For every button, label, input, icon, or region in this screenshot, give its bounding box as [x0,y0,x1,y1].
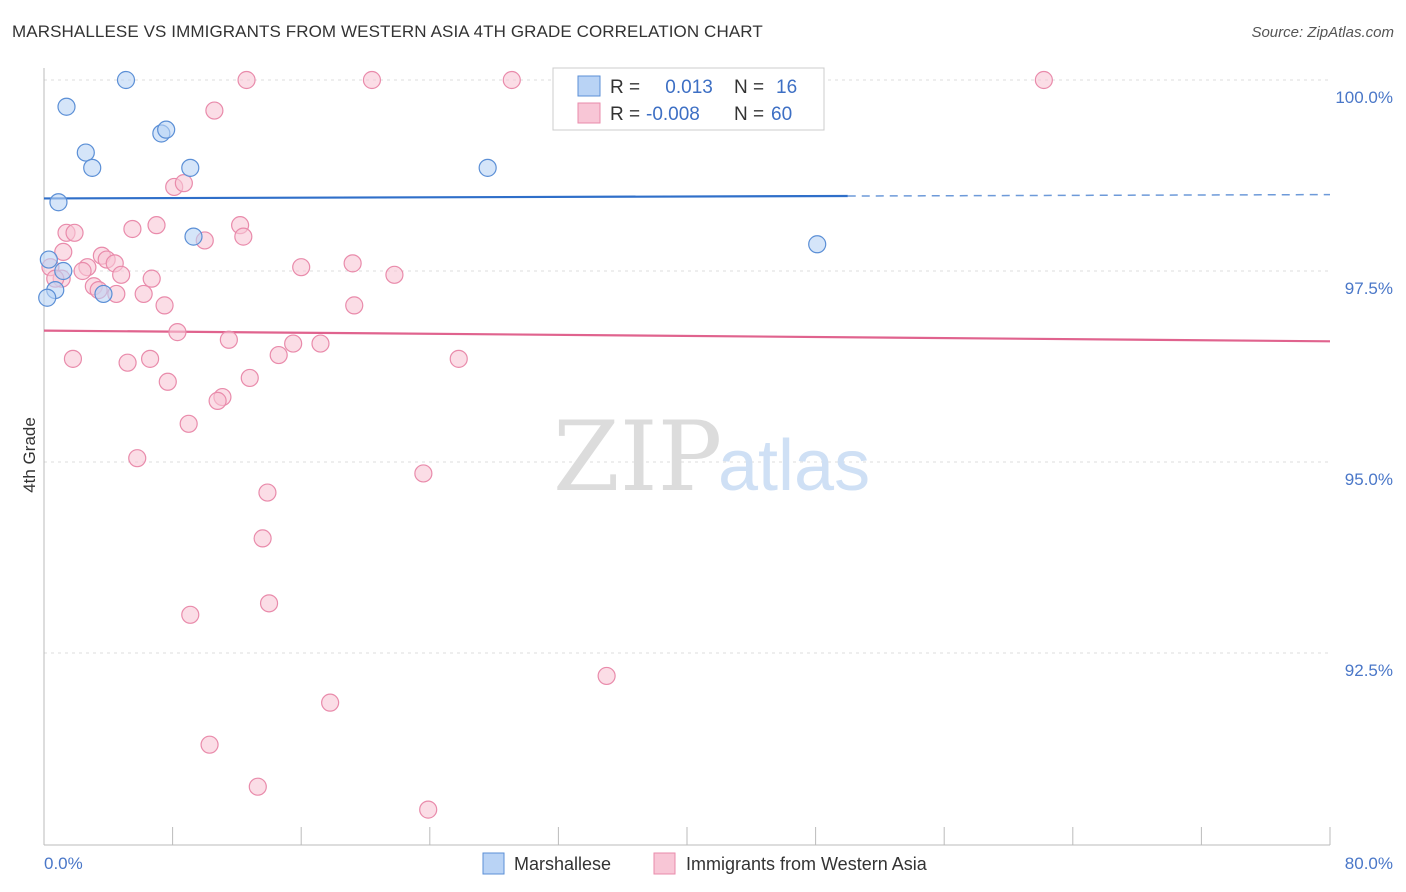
x-tick-label-1: 80.0% [1345,854,1393,873]
point-marshallese-2 [76,143,95,162]
bottom-legend-label-marshallese: Marshallese [514,854,611,874]
point-marshallese-0 [116,70,136,90]
legend-swatch-western-asia [577,102,601,124]
legend-box: R = 0.013 N = 16 R = -0.008 N = 60 [552,67,825,131]
bottom-legend-label-western-asia: Immigrants from Western Asia [686,854,928,874]
point-western-asia-7 [174,174,193,193]
point-western-asia-37 [284,334,303,353]
point-western-asia-20 [73,261,92,281]
point-western-asia-51 [258,483,277,502]
point-western-asia-23 [112,265,131,284]
legend-n-label-western-asia: N = [734,104,764,125]
trend-line-marshallese-extension [847,193,1331,197]
point-western-asia-2 [502,70,521,90]
point-western-asia-57 [200,735,219,754]
y-tick-label-1: 95.0% [1345,470,1393,489]
point-western-asia-5 [205,101,224,120]
point-western-asia-39 [269,345,288,365]
point-western-asia-38 [311,334,330,353]
y-tick-label-0: 92.5% [1345,661,1393,680]
bottom-legend: Marshallese Immigrants from Western Asia [482,852,928,875]
point-marshallese-14 [478,158,497,177]
point-western-asia-44 [240,368,259,388]
point-western-asia-13 [234,227,253,246]
point-western-asia-41 [118,353,137,372]
point-western-asia-3 [1034,70,1053,90]
legend-n-value-marshallese: 16 [776,77,797,98]
point-marshallese-6 [181,158,200,177]
point-western-asia-43 [449,349,468,368]
point-western-asia-53 [259,594,279,613]
point-western-asia-55 [597,666,616,686]
grid-lines [44,79,1330,654]
legend-r-value-marshallese: 0.013 [660,77,713,98]
point-western-asia-49 [128,449,147,468]
trend-line-western-asia [43,329,1331,343]
point-western-asia-58 [248,777,267,796]
bottom-legend-swatch-western-asia [653,852,676,875]
point-marshallese-8 [184,227,203,246]
trend-lines [43,193,1331,343]
chart-source: Source: ZipAtlas.com [1251,24,1394,41]
y-tick-labels: 92.5% 95.0% 97.5% 100.0% [1335,88,1393,680]
watermark: ZIP atlas [553,401,870,513]
x-tick-label-0: 0.0% [44,854,83,873]
legend-r-value-western-asia: -0.008 [646,104,700,125]
legend-swatch-marshallese [577,75,601,97]
legend-n-value-western-asia: 60 [771,104,792,125]
point-western-asia-32 [385,265,404,284]
point-western-asia-29 [134,284,153,304]
chart-title: MARSHALLESE VS IMMIGRANTS FROM WESTERN A… [12,22,763,41]
point-marshallese-3 [83,158,102,177]
legend-n-label-marshallese: N = [734,77,764,98]
point-western-asia-15 [54,242,73,261]
point-western-asia-35 [168,323,187,342]
point-western-asia-52 [253,529,272,548]
point-western-asia-56 [321,693,340,712]
point-western-asia-31 [343,254,362,273]
watermark-atlas: atlas [718,426,870,506]
point-marshallese-7 [49,193,68,212]
y-axis-label: 4th Grade [20,417,39,493]
point-western-asia-9 [147,216,166,235]
point-western-asia-34 [345,296,364,315]
point-marshallese-9 [39,250,58,269]
point-western-asia-42 [140,349,160,368]
point-western-asia-33 [155,296,174,315]
point-marshallese-12 [94,284,113,304]
point-western-asia-47 [208,391,227,410]
watermark-zip: ZIP [553,401,722,513]
point-marshallese-1 [57,97,76,116]
point-western-asia-30 [292,258,311,277]
point-marshallese-5 [157,120,176,139]
point-western-asia-1 [362,70,382,90]
point-western-asia-54 [181,605,200,624]
point-western-asia-36 [219,330,238,349]
point-western-asia-24 [142,269,161,288]
data-points [38,70,1053,819]
point-western-asia-45 [158,372,177,391]
bottom-legend-swatch-marshallese [482,852,505,875]
point-western-asia-8 [123,219,142,239]
point-marshallese-13 [38,288,57,307]
y-tick-label-2: 97.5% [1345,279,1393,298]
point-western-asia-12 [65,223,84,242]
point-western-asia-50 [414,464,433,483]
point-western-asia-48 [179,414,198,433]
x-tick-labels: 0.0% 80.0% [44,854,1393,873]
point-marshallese-10 [54,261,73,281]
point-western-asia-59 [419,800,438,819]
legend-r-label-western-asia: R = [610,104,640,125]
point-western-asia-0 [237,70,256,90]
point-western-asia-40 [63,349,83,368]
trend-line-marshallese [43,194,848,200]
y-tick-label-3: 100.0% [1335,88,1393,107]
legend-r-label-marshallese: R = [610,77,640,98]
point-marshallese-15 [808,235,827,254]
